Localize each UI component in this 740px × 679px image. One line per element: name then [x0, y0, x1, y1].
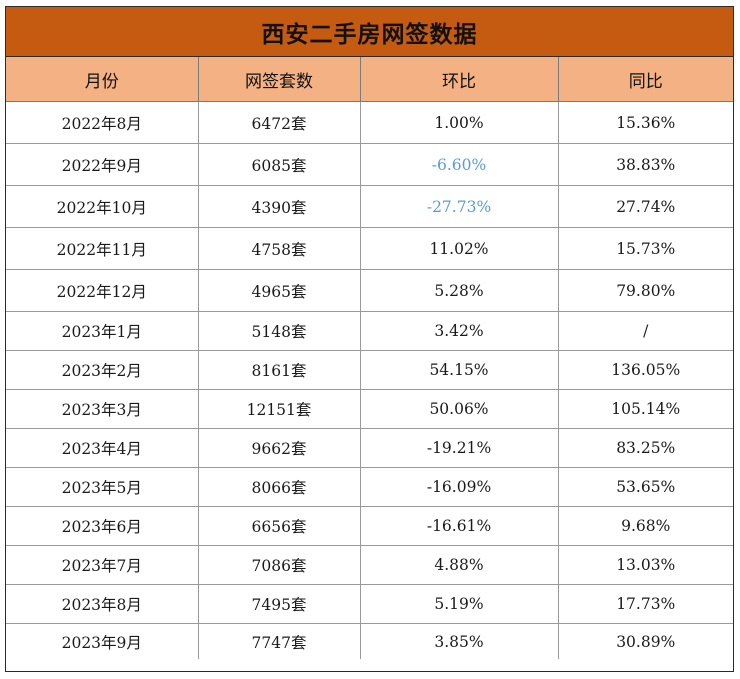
- table-body: 2022年8月 6472套 1.00% 15.36% 2022年9月 6085套 -6.60…: [6, 101, 733, 659]
- cell-mom: -16.61%: [359, 506, 559, 546]
- cell-count: 6656套: [197, 506, 361, 546]
- table-row: 2023年8月 7495套 5.19% 17.73%: [6, 584, 733, 624]
- cell-month: 2023年5月: [6, 467, 199, 507]
- cell-yoy: 27.74%: [557, 185, 733, 228]
- cell-count: 4965套: [197, 269, 361, 312]
- table-row: 2022年9月 6085套 -6.60% 38.83%: [6, 143, 733, 186]
- cell-mom: 5.28%: [359, 269, 559, 312]
- column-header-mom: 环比: [359, 57, 559, 102]
- cell-mom: 1.00%: [359, 101, 559, 144]
- cell-count: 4758套: [197, 227, 361, 270]
- cell-month: 2023年2月: [6, 350, 199, 390]
- cell-count: 8066套: [197, 467, 361, 507]
- table-row: 2023年1月 5148套 3.42% /: [6, 311, 733, 351]
- cell-yoy: 15.73%: [557, 227, 733, 270]
- cell-month: 2023年8月: [6, 584, 199, 624]
- cell-month: 2022年10月: [6, 185, 199, 228]
- cell-mom: 50.06%: [359, 389, 559, 429]
- cell-mom: 4.88%: [359, 545, 559, 585]
- cell-count: 7747套: [197, 623, 361, 659]
- cell-count: 4390套: [197, 185, 361, 228]
- table-title: 西安二手房网签数据: [6, 7, 733, 57]
- cell-mom: 5.19%: [359, 584, 559, 624]
- cell-mom: -16.09%: [359, 467, 559, 507]
- cell-month: 2022年8月: [6, 101, 199, 144]
- cell-yoy: 79.80%: [557, 269, 733, 312]
- cell-yoy: 17.73%: [557, 584, 733, 624]
- cell-yoy: 105.14%: [557, 389, 733, 429]
- cell-mom: 3.85%: [359, 623, 559, 659]
- cell-month: 2023年4月: [6, 428, 199, 468]
- cell-mom: -6.60%: [359, 143, 559, 186]
- cell-yoy: 15.36%: [557, 101, 733, 144]
- cell-month: 2022年9月: [6, 143, 199, 186]
- column-header-count: 网签套数: [197, 57, 361, 102]
- cell-yoy: 38.83%: [557, 143, 733, 186]
- table-row: 2022年12月 4965套 5.28% 79.80%: [6, 269, 733, 312]
- table-row: 2023年2月 8161套 54.15% 136.05%: [6, 350, 733, 390]
- table-row: 2022年11月 4758套 11.02% 15.73%: [6, 227, 733, 270]
- table-row: 2023年5月 8066套 -16.09% 53.65%: [6, 467, 733, 507]
- table-row: 2023年7月 7086套 4.88% 13.03%: [6, 545, 733, 585]
- cell-count: 5148套: [197, 311, 361, 351]
- cell-count: 6472套: [197, 101, 361, 144]
- cell-yoy: 13.03%: [557, 545, 733, 585]
- cell-month: 2022年11月: [6, 227, 199, 270]
- cell-yoy: 136.05%: [557, 350, 733, 390]
- cell-month: 2023年7月: [6, 545, 199, 585]
- cell-mom: 3.42%: [359, 311, 559, 351]
- cell-count: 6085套: [197, 143, 361, 186]
- table-row: 2023年4月 9662套 -19.21% 83.25%: [6, 428, 733, 468]
- cell-mom: -27.73%: [359, 185, 559, 228]
- cell-count: 7495套: [197, 584, 361, 624]
- cell-mom: 54.15%: [359, 350, 559, 390]
- header-row: 月份 网签套数 环比 同比: [6, 57, 733, 102]
- cell-yoy: /: [557, 311, 733, 351]
- cell-yoy: 30.89%: [557, 623, 733, 659]
- cell-yoy: 53.65%: [557, 467, 733, 507]
- cell-count: 12151套: [197, 389, 361, 429]
- cell-month: 2023年9月: [6, 623, 199, 659]
- cell-month: 2023年6月: [6, 506, 199, 546]
- table-row: 2023年3月 12151套 50.06% 105.14%: [6, 389, 733, 429]
- data-table: 月份 网签套数 环比 同比 2022年8月 6472套 1.00% 15.36% 202…: [6, 57, 733, 659]
- data-sheet: 西安二手房网签数据 月份 网签套数 环比 同比 2022年8月 6472套 1.00…: [5, 6, 734, 672]
- cell-count: 9662套: [197, 428, 361, 468]
- cell-month: 2022年12月: [6, 269, 199, 312]
- cell-yoy: 9.68%: [557, 506, 733, 546]
- cell-count: 8161套: [197, 350, 361, 390]
- table-row: 2022年8月 6472套 1.00% 15.36%: [6, 101, 733, 144]
- column-header-yoy: 同比: [557, 57, 733, 102]
- column-header-month: 月份: [6, 57, 199, 102]
- cell-count: 7086套: [197, 545, 361, 585]
- cell-month: 2023年3月: [6, 389, 199, 429]
- cell-month: 2023年1月: [6, 311, 199, 351]
- cell-mom: 11.02%: [359, 227, 559, 270]
- table-row: 2022年10月 4390套 -27.73% 27.74%: [6, 185, 733, 228]
- cell-yoy: 83.25%: [557, 428, 733, 468]
- cell-mom: -19.21%: [359, 428, 559, 468]
- table-row: 2023年9月 7747套 3.85% 30.89%: [6, 623, 733, 659]
- table-row: 2023年6月 6656套 -16.61% 9.68%: [6, 506, 733, 546]
